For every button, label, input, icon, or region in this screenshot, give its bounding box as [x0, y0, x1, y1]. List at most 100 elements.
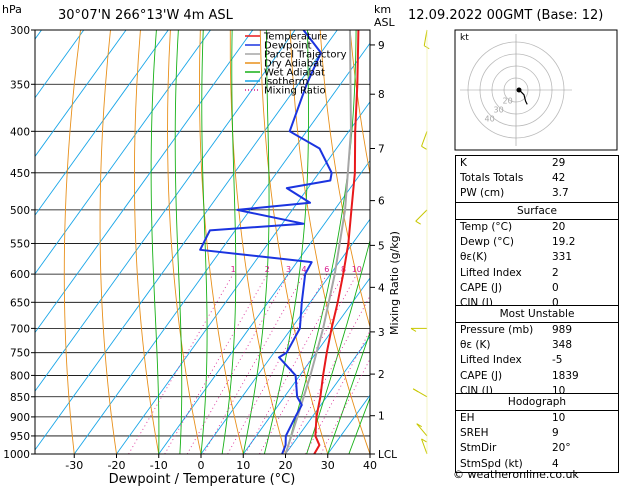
dry-adiabat-line: [229, 30, 286, 454]
wet-adiabat-line: [174, 30, 183, 454]
storm-motion-marker: [516, 87, 522, 93]
isotherm-line: [242, 277, 370, 454]
row-label: StmDir: [460, 442, 497, 455]
row-label: K: [460, 157, 467, 169]
wet-adiabat-line: [200, 30, 208, 454]
isotherm-line: [35, 30, 127, 158]
wind-barb-flag: [415, 220, 421, 225]
km-tick-label: 7: [378, 143, 385, 155]
table-row: StmDir 20°: [456, 441, 618, 456]
table-row: Pressure (mb) 989: [456, 323, 618, 338]
wet-adiabat-line: [348, 396, 370, 454]
isotherm-line: [200, 218, 370, 454]
legend-label: Isotherm: [264, 77, 308, 88]
row-value: 20°: [552, 442, 571, 455]
pressure-tick-label: 600: [10, 269, 30, 281]
pressure-tick-label: 350: [10, 79, 30, 91]
row-value: 9: [552, 427, 559, 440]
pressure-tick-label: 500: [10, 205, 30, 217]
mixing-ratio-line: [186, 273, 289, 454]
km-tick-label: 9: [378, 40, 385, 52]
dry-adiabat-line: [319, 30, 370, 329]
wind-barb: [415, 209, 428, 222]
table-row: PW (cm) 3.7: [456, 186, 618, 201]
wet-adiabat-line: [263, 30, 309, 454]
dry-adiabat-line: [349, 30, 370, 176]
row-value: 348: [552, 339, 573, 352]
legend-label: Mixing Ratio: [264, 86, 326, 97]
legend-label: Temperature: [263, 32, 327, 43]
row-value: 989: [552, 324, 573, 336]
section-title: Hodograph: [456, 394, 618, 411]
isotherm-line: [35, 30, 169, 216]
legend-label: Wet Adiabat: [264, 68, 325, 79]
asl-label: ASL: [374, 16, 396, 29]
dewpoint-line: [199, 30, 333, 454]
temperature-tick-label: -30: [65, 459, 83, 472]
wind-barb: [421, 131, 428, 147]
section-title: Surface: [456, 203, 618, 220]
plot-frame: [34, 29, 371, 455]
pressure-tick-label: 850: [10, 392, 30, 404]
pressure-tick-label: 800: [10, 370, 30, 382]
row-label: Pressure (mb): [460, 324, 534, 336]
table-row: Temp (°C) 20: [456, 220, 618, 235]
dry-adiabat-line: [99, 30, 117, 454]
km-tick-label: 3: [378, 327, 385, 339]
row-value: 29: [552, 157, 566, 169]
pressure-tick-label: 1000: [3, 449, 30, 461]
isotherm-line: [73, 42, 370, 454]
mixing-ratio-line: [164, 273, 268, 454]
datetime-title: 12.09.2022 00GMT (Base: 12): [408, 8, 603, 23]
row-label: StmSpd (kt): [460, 457, 523, 470]
km-tick-label: LCL: [378, 449, 397, 461]
pressure-tick-label: 300: [10, 25, 30, 37]
temperature-tick-label: 40: [363, 459, 377, 472]
temperature-tick-label: -20: [108, 459, 126, 472]
axes: 3003504004505005506006507007508008509009…: [3, 25, 397, 472]
table-row: θε(K) 331: [456, 250, 618, 265]
dry-adiabat-line: [198, 30, 244, 454]
temperature-tick-label: 10: [236, 459, 250, 472]
wet-adiabat-line: [242, 30, 270, 454]
table-row: CAPE (J) 0: [456, 281, 618, 296]
wind-barb-flag: [421, 438, 427, 443]
mixing-ratio-label: 3: [286, 265, 291, 274]
mixing-ratio-line: [128, 273, 234, 454]
most-unstable-panel: Most Unstable Pressure (mb) 989 θε (K) 348 Li…: [455, 305, 619, 400]
dry-adiabat-line: [259, 30, 329, 454]
temperature-tick-label: 0: [198, 459, 205, 472]
km-tick-label: 2: [378, 369, 385, 381]
indices-panel: K 29 Totals Totals 42 PW (cm) 3.7: [455, 155, 619, 203]
wind-barb: [421, 438, 428, 455]
row-label: Temp (°C): [460, 221, 513, 233]
row-label: θε (K): [460, 339, 491, 352]
hodograph-unit: kt: [460, 33, 469, 43]
copyright: © weatheronline.co.uk: [453, 468, 579, 481]
row-label: Dewp (°C): [460, 236, 514, 249]
station-title: 30°07'N 266°13'W 4m ASL: [58, 8, 234, 23]
pressure-tick-label: 950: [10, 431, 30, 443]
dry-adiabat-line: [167, 30, 202, 454]
row-value: 331: [552, 251, 573, 264]
wind-barb: [416, 423, 428, 437]
mixing-ratio-label: 6: [324, 265, 329, 274]
hodograph-ring-label: 40: [485, 115, 495, 124]
table-row: SREH 9: [456, 426, 618, 441]
hodograph-table-panel: Hodograph EH 10 SREH 9 StmDir 20° StmSpd (kt) 4: [455, 393, 619, 473]
dry-adiabat-line: [289, 30, 370, 454]
km-tick-label: 8: [378, 89, 385, 101]
row-value: 0: [552, 296, 559, 309]
profiles: 1 2 3 4 6 8 10 15 20 25: [199, 30, 419, 454]
row-value: -5: [552, 354, 563, 367]
wet-adiabat-line: [327, 330, 370, 454]
km-tick-label: 1: [378, 411, 385, 423]
hodograph-ring-label: 20: [503, 97, 513, 106]
row-value: 4: [552, 457, 559, 470]
km-tick-label: 4: [378, 282, 385, 294]
dry-adiabat-line: [133, 30, 160, 454]
temperature-tick-label: 30: [321, 459, 335, 472]
mixing-ratio-label: 25: [409, 265, 419, 274]
